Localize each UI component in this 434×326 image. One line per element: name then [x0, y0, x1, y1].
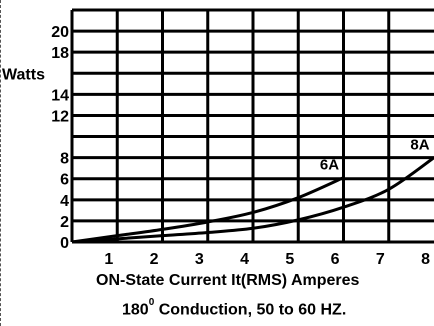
y-tick-label-14: 14: [51, 87, 69, 104]
x-tick-label-2: 2: [150, 251, 159, 268]
x-tick-label-6: 6: [331, 251, 340, 268]
y-tick-label-6: 6: [60, 172, 69, 189]
y-tick-label-8: 8: [60, 151, 69, 168]
x-tick-label-8: 8: [421, 251, 430, 268]
y-tick-label-0: 0: [60, 235, 69, 252]
horizontal-gridlines: [72, 29, 434, 223]
series-label-8a: 8A: [410, 137, 429, 154]
y-tick-label-20: 20: [51, 24, 69, 41]
y-tick-label-2: 2: [60, 214, 69, 231]
series-label-6a: 6A: [320, 157, 339, 174]
y-axis-label: Watts: [2, 66, 45, 83]
y-tick-label-12: 12: [51, 108, 69, 125]
x-tick-label-1: 1: [104, 251, 113, 268]
caption-degree-mark: 0: [148, 297, 155, 308]
caption-degrees: 180: [122, 301, 149, 319]
y-tick-label-4: 4: [60, 193, 69, 210]
series-labels: 6A 8A: [320, 137, 430, 174]
plot-frame: [70, 8, 434, 244]
series-curves: [71, 156, 434, 244]
x-tick-label-3: 3: [195, 251, 204, 268]
vertical-gridlines: [115, 10, 391, 242]
page-left-edge: [0, 0, 3, 326]
x-axis-label: ON-State Current It(RMS) Amperes: [96, 272, 360, 289]
series-curve-6a: [71, 176, 345, 244]
y-tick-label-18: 18: [51, 45, 69, 62]
x-tick-label-4: 4: [240, 251, 249, 268]
series-curve-8a: [71, 156, 434, 244]
x-tick-label-7: 7: [376, 251, 385, 268]
caption-text: Conduction, 50 to 60 HZ.: [154, 301, 347, 319]
x-tick-label-5: 5: [285, 251, 294, 268]
chart-caption: 1800 Conduction, 50 to 60 HZ.: [122, 297, 347, 319]
